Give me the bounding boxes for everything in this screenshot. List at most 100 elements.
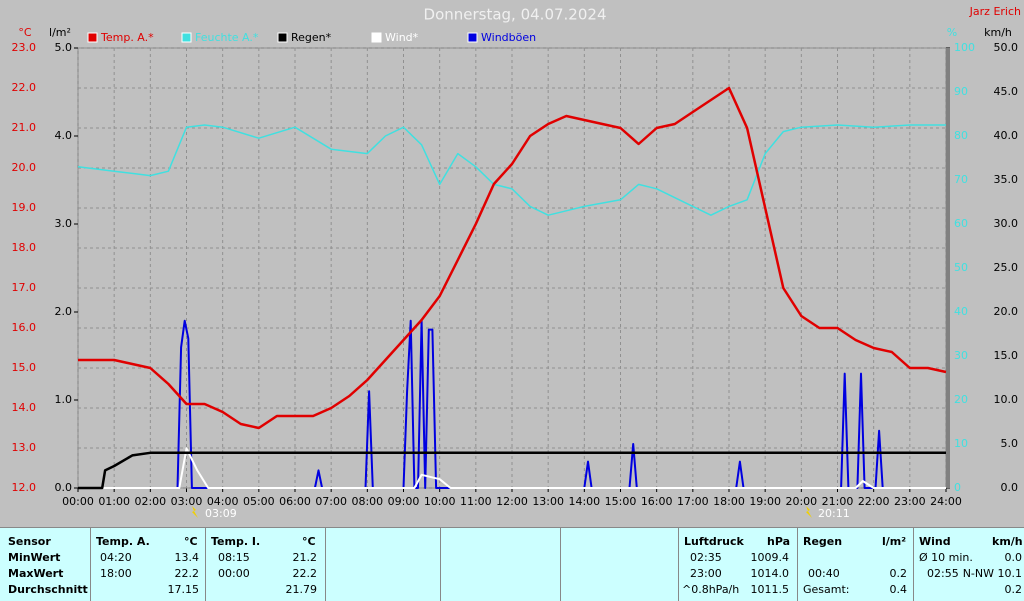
time: 00:40 (808, 567, 840, 580)
stats-table: Sensor MinWert MaxWert Durchschnitt Temp… (0, 527, 1024, 601)
x-tick-label: 05:00 (243, 495, 275, 508)
unit: °C (184, 535, 198, 548)
legend-swatch (277, 32, 288, 43)
legend-swatch (371, 32, 382, 43)
x-tick-label: 16:00 (641, 495, 673, 508)
header: Regen (803, 535, 843, 548)
author: Jarz Erich (969, 5, 1021, 18)
y-tick-label: 100 (954, 41, 975, 54)
y-tick-label: 18.0 (12, 241, 37, 254)
trend: ^0.8hPa/h (682, 583, 740, 596)
y-tick-label: 14.0 (12, 401, 37, 414)
x-tick-label: 07:00 (315, 495, 347, 508)
y-tick-label: 4.0 (55, 129, 73, 142)
y-tick-label: 45.0 (994, 85, 1019, 98)
x-tick-label: 20:00 (785, 495, 817, 508)
x-tick-label: 21:00 (822, 495, 854, 508)
y-tick-label: 50 (954, 261, 968, 274)
unit: hPa (767, 535, 791, 548)
label: Gesamt: (803, 583, 850, 596)
x-tick-label: 10:00 (424, 495, 456, 508)
cell-border (678, 528, 679, 601)
x-tick-label: 24:00 (930, 495, 962, 508)
legend-label: Regen* (291, 31, 332, 44)
chart: Donnerstag, 04.07.2024 Jarz Erich 03:09 … (12, 5, 1022, 520)
axis-label: km/h (984, 26, 1012, 39)
x-tick-label: 17:00 (677, 495, 709, 508)
legend-swatch (87, 32, 98, 43)
axis-label: % (947, 26, 957, 39)
value: 1011.5 (750, 583, 790, 596)
value: 0.0 (1004, 551, 1023, 564)
axis-label: l/m² (49, 26, 71, 39)
y-tick-label: 0.0 (55, 481, 73, 494)
y-tick-label: 15.0 (12, 361, 37, 374)
y-tick-label: 20 (954, 393, 968, 406)
x-tick-label: 01:00 (98, 495, 130, 508)
cell-border (90, 528, 91, 601)
y-tick-label: 0.0 (1001, 481, 1019, 494)
y-tick-label: 2.0 (55, 305, 73, 318)
cell-border (913, 528, 914, 601)
header: Temp. A. (96, 535, 150, 548)
y-tick-label: 19.0 (12, 201, 37, 214)
legend-label: Wind* (385, 31, 419, 44)
x-tick-label: 04:00 (207, 495, 239, 508)
y-tick-label: 5.0 (55, 41, 73, 54)
label: Ø 10 min. (919, 551, 973, 564)
header: Wind (919, 535, 951, 548)
axis-bar (946, 48, 950, 488)
y-tick-label: 23.0 (12, 41, 37, 54)
header: Temp. I. (211, 535, 261, 548)
chart-title: Donnerstag, 04.07.2024 (424, 6, 607, 24)
x-tick-label: 18:00 (713, 495, 745, 508)
x-tick-label: 06:00 (279, 495, 311, 508)
y-tick-label: 20.0 (994, 305, 1019, 318)
annotation: 03:09 (205, 507, 237, 520)
value: 22.2 (292, 567, 318, 580)
row-label: MinWert (8, 551, 61, 564)
y-tick-label: 16.0 (12, 321, 37, 334)
legend-label: Windböen (481, 31, 536, 44)
y-tick-label: 40 (954, 305, 968, 318)
value: 21.79 (285, 583, 318, 596)
y-tick-label: 17.0 (12, 281, 37, 294)
y-tick-label: 13.0 (12, 441, 37, 454)
value: 22.2 (174, 567, 200, 580)
cell-border (797, 528, 798, 601)
value: 13.4 (174, 551, 200, 564)
x-tick-label: 11:00 (460, 495, 492, 508)
x-tick-label: 12:00 (496, 495, 528, 508)
value: 1014.0 (750, 567, 790, 580)
y-tick-label: 30 (954, 349, 968, 362)
lightning-icon (806, 506, 812, 518)
x-tick-label: 15:00 (605, 495, 637, 508)
value: 17.15 (167, 583, 200, 596)
y-tick-label: 40.0 (994, 129, 1019, 142)
x-tick-label: 22:00 (858, 495, 890, 508)
unit: l/m² (882, 535, 907, 548)
header: Sensor (8, 535, 51, 548)
x-tick-label: 08:00 (351, 495, 383, 508)
y-tick-label: 60 (954, 217, 968, 230)
x-tick-label: 02:00 (134, 495, 166, 508)
value: 0.4 (889, 583, 908, 596)
time: 04:20 (100, 551, 132, 564)
y-tick-label: 50.0 (994, 41, 1019, 54)
value: 1009.4 (750, 551, 790, 564)
y-tick-label: 21.0 (12, 121, 37, 134)
y-tick-label: 70 (954, 173, 968, 186)
unit: km/h (992, 535, 1023, 548)
y-tick-label: 1.0 (55, 393, 73, 406)
y-tick-label: 90 (954, 85, 968, 98)
x-tick-label: 13:00 (532, 495, 564, 508)
legend-swatch (181, 32, 192, 43)
time: 02:55 (927, 567, 959, 580)
value: 21.2 (292, 551, 318, 564)
annotation: 20:11 (818, 507, 850, 520)
legend-swatch (467, 32, 478, 43)
row-label: Durchschnitt (8, 583, 88, 596)
value: N-NW 10.1 (962, 567, 1022, 580)
row-label: MaxWert (8, 567, 64, 580)
